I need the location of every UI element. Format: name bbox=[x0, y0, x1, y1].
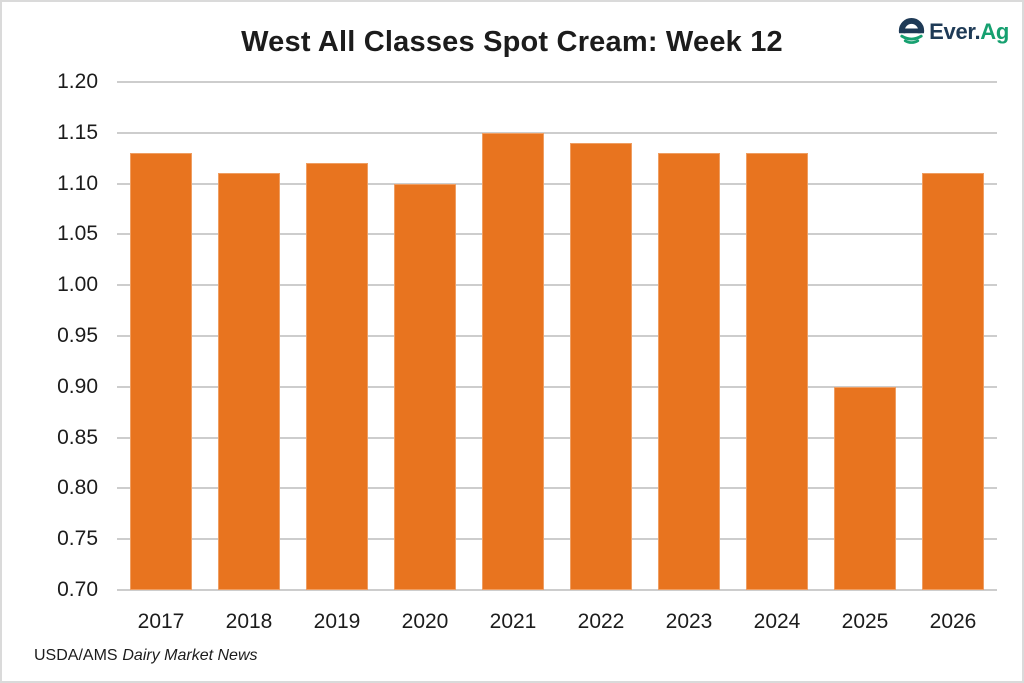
chart-title: West All Classes Spot Cream: Week 12 bbox=[241, 26, 783, 58]
x-tick-label: 2019 bbox=[313, 610, 361, 633]
y-tick-label: 0.85 bbox=[57, 425, 98, 449]
x-tick-label: 2025 bbox=[841, 610, 889, 633]
x-tick-label: 2024 bbox=[753, 610, 801, 633]
y-tick-label: 0.95 bbox=[57, 324, 98, 347]
brand-text-ever: Ever. bbox=[929, 18, 981, 44]
bar-2023 bbox=[658, 153, 720, 590]
gridline bbox=[117, 589, 997, 591]
gridline bbox=[117, 182, 997, 185]
bar-2025 bbox=[834, 386, 896, 590]
y-tick-label: 1.05 bbox=[57, 222, 98, 246]
x-tick-label: 2026 bbox=[929, 610, 977, 633]
gridline bbox=[117, 385, 997, 388]
y-tick-label: 0.80 bbox=[57, 476, 98, 500]
brand-text-ag: Ag bbox=[980, 18, 1009, 44]
y-axis: 1.20 1.15 1.10 1.05 1.00 0.95 0.90 0.85 0.80 0.75… bbox=[2, 70, 98, 601]
bar-2026 bbox=[922, 173, 984, 590]
bar-2019 bbox=[306, 163, 368, 590]
x-tick-label: 2022 bbox=[577, 610, 625, 633]
x-tick-label: 2017 bbox=[137, 610, 185, 633]
gridline bbox=[117, 131, 997, 134]
plot-area bbox=[117, 81, 997, 591]
y-tick-label: 0.90 bbox=[57, 374, 98, 398]
source-note: USDA/AMS Dairy Market News bbox=[34, 647, 258, 665]
y-tick-label: 1.00 bbox=[57, 273, 98, 297]
gridline bbox=[117, 538, 997, 541]
y-tick-label: 1.15 bbox=[57, 120, 98, 144]
x-tick-label: 2021 bbox=[489, 610, 537, 633]
y-tick-label: 0.75 bbox=[57, 527, 98, 551]
bar-2020 bbox=[394, 183, 456, 590]
bar-2021 bbox=[482, 132, 544, 590]
y-tick-label: 0.70 bbox=[57, 578, 98, 601]
y-tick-label: 1.20 bbox=[57, 70, 98, 93]
gridline bbox=[117, 81, 997, 83]
source-agency: USDA/AMS bbox=[34, 647, 118, 664]
x-tick-label: 2020 bbox=[401, 610, 449, 633]
y-tick-label: 1.10 bbox=[57, 171, 98, 195]
x-tick-label: 2023 bbox=[665, 610, 713, 633]
x-axis: 2017 2018 2019 2020 2021 2022 2023 2024 2025 2026 bbox=[117, 606, 997, 638]
bar-2022 bbox=[570, 142, 632, 590]
gridline bbox=[117, 335, 997, 337]
gridline bbox=[117, 436, 997, 439]
bar-2017 bbox=[130, 153, 192, 590]
gridline bbox=[117, 233, 997, 236]
bar-2024 bbox=[746, 153, 808, 590]
gridline bbox=[117, 284, 997, 287]
source-publication: Dairy Market News bbox=[122, 647, 258, 664]
everag-logo: Ever.Ag bbox=[898, 18, 1009, 45]
x-tick-label: 2018 bbox=[225, 610, 273, 633]
gridline bbox=[117, 487, 997, 490]
bar-2018 bbox=[218, 173, 280, 590]
brand-wordmark: Ever.Ag bbox=[929, 19, 1009, 45]
everag-logo-icon bbox=[899, 18, 925, 44]
